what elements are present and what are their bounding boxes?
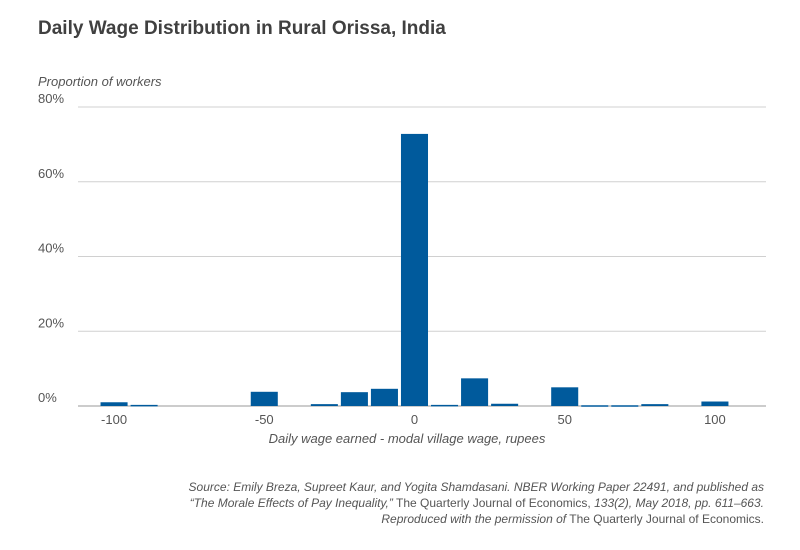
x-tick-labels: -100 -50 0 50 100 <box>101 412 726 427</box>
source-citation: 133(2), May 2018, pp. 611–663. <box>594 496 764 510</box>
bar <box>310 404 338 406</box>
source-note: Source: Emily Breza, Supreet Kaur, and Y… <box>124 479 764 527</box>
source-article-title: “The Morale Effects of Pay Inequality,” <box>189 496 393 510</box>
bars <box>100 133 729 407</box>
bar <box>641 404 669 406</box>
source-line-3: Reproduced with the permission of The Qu… <box>124 511 764 527</box>
x-axis-label: Daily wage earned - modal village wage, … <box>269 431 546 446</box>
x-tick-label: 50 <box>557 412 571 427</box>
bar <box>431 404 459 407</box>
bar <box>611 405 639 407</box>
y-tick-labels: 0% 20% 40% 60% 80% <box>38 91 64 405</box>
source-line-1: Source: Emily Breza, Supreet Kaur, and Y… <box>188 480 764 494</box>
y-tick-label: 40% <box>38 241 64 256</box>
chart-title: Daily Wage Distribution in Rural Orissa,… <box>38 18 446 39</box>
bar <box>130 404 158 407</box>
x-tick-label: -50 <box>255 412 274 427</box>
x-tick-label: -100 <box>101 412 127 427</box>
bar <box>461 378 489 406</box>
y-tick-label: 80% <box>38 91 64 106</box>
source-journal: The Quarterly Journal of Economics, <box>392 496 595 510</box>
source-journal-name: The Quarterly Journal of Economics. <box>566 512 764 526</box>
bar <box>400 133 429 406</box>
bar <box>370 388 398 406</box>
bar <box>100 402 128 406</box>
bar <box>701 401 729 406</box>
bar <box>581 405 609 407</box>
source-permission: Reproduced with the permission of <box>381 512 567 526</box>
bar <box>250 391 278 406</box>
source-line-2: “The Morale Effects of Pay Inequality,” … <box>124 495 764 511</box>
bar <box>340 392 368 406</box>
y-axis-label: Proportion of workers <box>38 74 162 89</box>
x-tick-label: 0 <box>411 412 418 427</box>
y-tick-label: 60% <box>38 166 64 181</box>
y-tick-label: 20% <box>38 315 64 330</box>
x-tick-label: 100 <box>704 412 726 427</box>
y-tick-label: 0% <box>38 390 57 405</box>
bar <box>551 387 579 406</box>
bar <box>491 403 519 406</box>
